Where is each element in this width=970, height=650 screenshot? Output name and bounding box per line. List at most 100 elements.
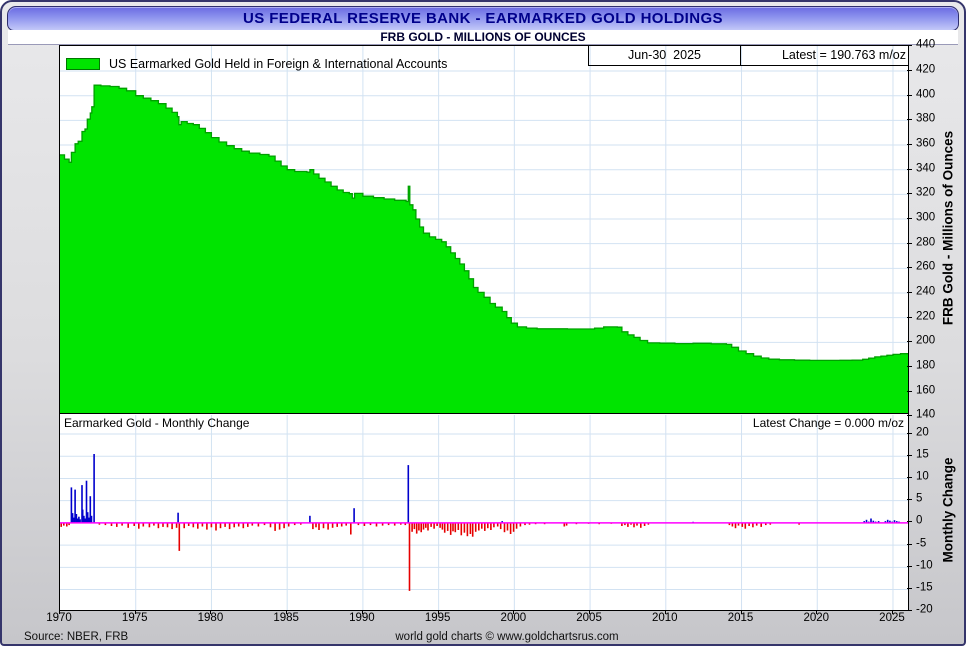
monthly-change-bar	[327, 522, 329, 529]
monthly-change-bar	[229, 522, 231, 528]
y-axis-tick	[907, 433, 912, 434]
monthly-change-bar	[484, 522, 486, 530]
monthly-change-bar	[433, 522, 435, 528]
monthly-change-bar	[500, 522, 502, 528]
monthly-change-bar	[513, 522, 515, 531]
latest-change-value: Latest Change = 0.000 m/oz	[753, 416, 904, 430]
monthly-change-bar	[177, 512, 179, 522]
x-axis-tick-label: 2015	[719, 612, 763, 624]
y-axis-tick-label: 20	[916, 426, 929, 438]
x-axis-tick-label: 1990	[340, 612, 384, 624]
monthly-change-bar	[309, 515, 311, 522]
y-axis-tick	[907, 566, 912, 567]
y-axis-tick-label: 300	[916, 212, 935, 224]
monthly-change-bar	[283, 522, 285, 527]
lower-y-axis-title: Monthly Change	[941, 458, 956, 563]
monthly-change-bar	[504, 522, 506, 531]
x-axis-tick-label: 2010	[643, 612, 687, 624]
monthly-change-bar	[745, 522, 747, 528]
monthly-change-bar	[408, 465, 410, 523]
y-axis-tick-label: 0	[916, 515, 922, 527]
y-axis-tick	[907, 218, 912, 219]
gold-holdings-area	[60, 85, 908, 413]
y-axis-tick	[907, 391, 912, 392]
y-axis-tick	[907, 521, 912, 522]
monthly-change-bar	[516, 522, 518, 528]
y-axis-tick	[907, 243, 912, 244]
y-axis-tick	[907, 169, 912, 170]
y-axis-tick	[907, 341, 912, 342]
monthly-change-bar	[179, 522, 181, 550]
monthly-change-bar	[411, 522, 413, 531]
x-axis-tick-label: 2025	[870, 612, 914, 624]
y-axis-tick	[907, 477, 912, 478]
monthly-change-bar	[350, 522, 352, 534]
monthly-change-bar	[83, 515, 85, 522]
y-axis-tick-label: 260	[916, 261, 935, 273]
monthly-change-bar	[450, 522, 452, 534]
latest-date: Jun-30 2025	[588, 46, 741, 66]
x-axis-tick-label: 1980	[188, 612, 232, 624]
y-axis-tick-label: 420	[916, 64, 935, 76]
monthly-change-bar	[478, 522, 480, 530]
monthly-change-bar	[215, 522, 217, 530]
y-axis-tick	[907, 317, 912, 318]
monthly-change-bar	[91, 515, 93, 522]
monthly-change-bar	[470, 522, 472, 533]
monthly-change-panel: Earmarked Gold - Monthly Change Latest C…	[60, 415, 908, 611]
monthly-change-bar	[243, 522, 245, 527]
monthly-change-bar	[87, 512, 89, 523]
y-axis-tick-label: 380	[916, 113, 935, 125]
monthly-change-bar	[318, 522, 320, 529]
monthly-change-bar	[427, 522, 429, 530]
y-axis-tick-label: -20	[916, 604, 933, 616]
monthly-change-bar	[158, 522, 160, 527]
y-axis-tick-label: 360	[916, 138, 935, 150]
page-title: US FEDERAL RESERVE BANK - EARMARKED GOLD…	[243, 10, 723, 27]
monthly-change-bar	[467, 522, 469, 535]
x-axis-tick-label: 1975	[113, 612, 157, 624]
x-axis-tick-label: 2005	[567, 612, 611, 624]
monthly-change-bar	[414, 522, 416, 528]
holdings-panel: US Earmarked Gold Held in Foreign & Inte…	[60, 46, 908, 414]
y-axis-tick	[907, 144, 912, 145]
subtitle-strip: FRB GOLD - MILLIONS OF OUNCES	[8, 30, 958, 45]
monthly-change-bar	[323, 522, 325, 527]
y-axis-tick	[907, 499, 912, 500]
x-axis-labels: 1970197519801985199019952000200520102015…	[59, 612, 907, 626]
y-axis-tick-label: 280	[916, 236, 935, 248]
monthly-change-bar	[353, 508, 355, 523]
y-axis-tick-label: 140	[916, 409, 935, 421]
monthly-change-bar	[452, 522, 454, 530]
y-axis-tick-label: 240	[916, 286, 935, 298]
y-axis-tick-label: 160	[916, 384, 935, 396]
y-axis-tick	[907, 70, 912, 71]
x-axis-tick-label: 1970	[37, 612, 81, 624]
upper-y-axis-title: FRB Gold - Millions of Ounces	[941, 131, 956, 325]
chart-window: US FEDERAL RESERVE BANK - EARMARKED GOLD…	[0, 0, 966, 646]
monthly-change-bar	[183, 522, 185, 527]
monthly-change-bar	[464, 522, 466, 532]
y-axis-tick	[907, 267, 912, 268]
holdings-area-chart	[60, 46, 908, 413]
monthly-change-bar	[418, 522, 420, 530]
monthly-change-bar	[458, 522, 460, 529]
y-axis-tick-label: 400	[916, 88, 935, 100]
y-axis-tick	[907, 292, 912, 293]
plot-area: US Earmarked Gold Held in Foreign & Inte…	[59, 45, 909, 611]
monthly-change-bar	[220, 522, 222, 527]
monthly-change-bar	[475, 522, 477, 531]
right-axis: 4404204003803603403203002802602402202001…	[907, 45, 970, 615]
monthly-change-bar-chart	[60, 415, 908, 611]
y-axis-tick-label: 200	[916, 335, 935, 347]
legend-label: US Earmarked Gold Held in Foreign & Inte…	[109, 57, 447, 71]
monthly-change-bar	[461, 522, 463, 534]
monthly-change-bar	[735, 522, 737, 527]
y-axis-tick	[907, 544, 912, 545]
monthly-change-title: Earmarked Gold - Monthly Change	[64, 416, 249, 430]
y-axis-tick	[907, 455, 912, 456]
y-axis-tick-label: -10	[916, 559, 933, 571]
y-axis-tick-label: 220	[916, 310, 935, 322]
y-axis-tick	[907, 588, 912, 589]
monthly-change-bar	[420, 522, 422, 531]
